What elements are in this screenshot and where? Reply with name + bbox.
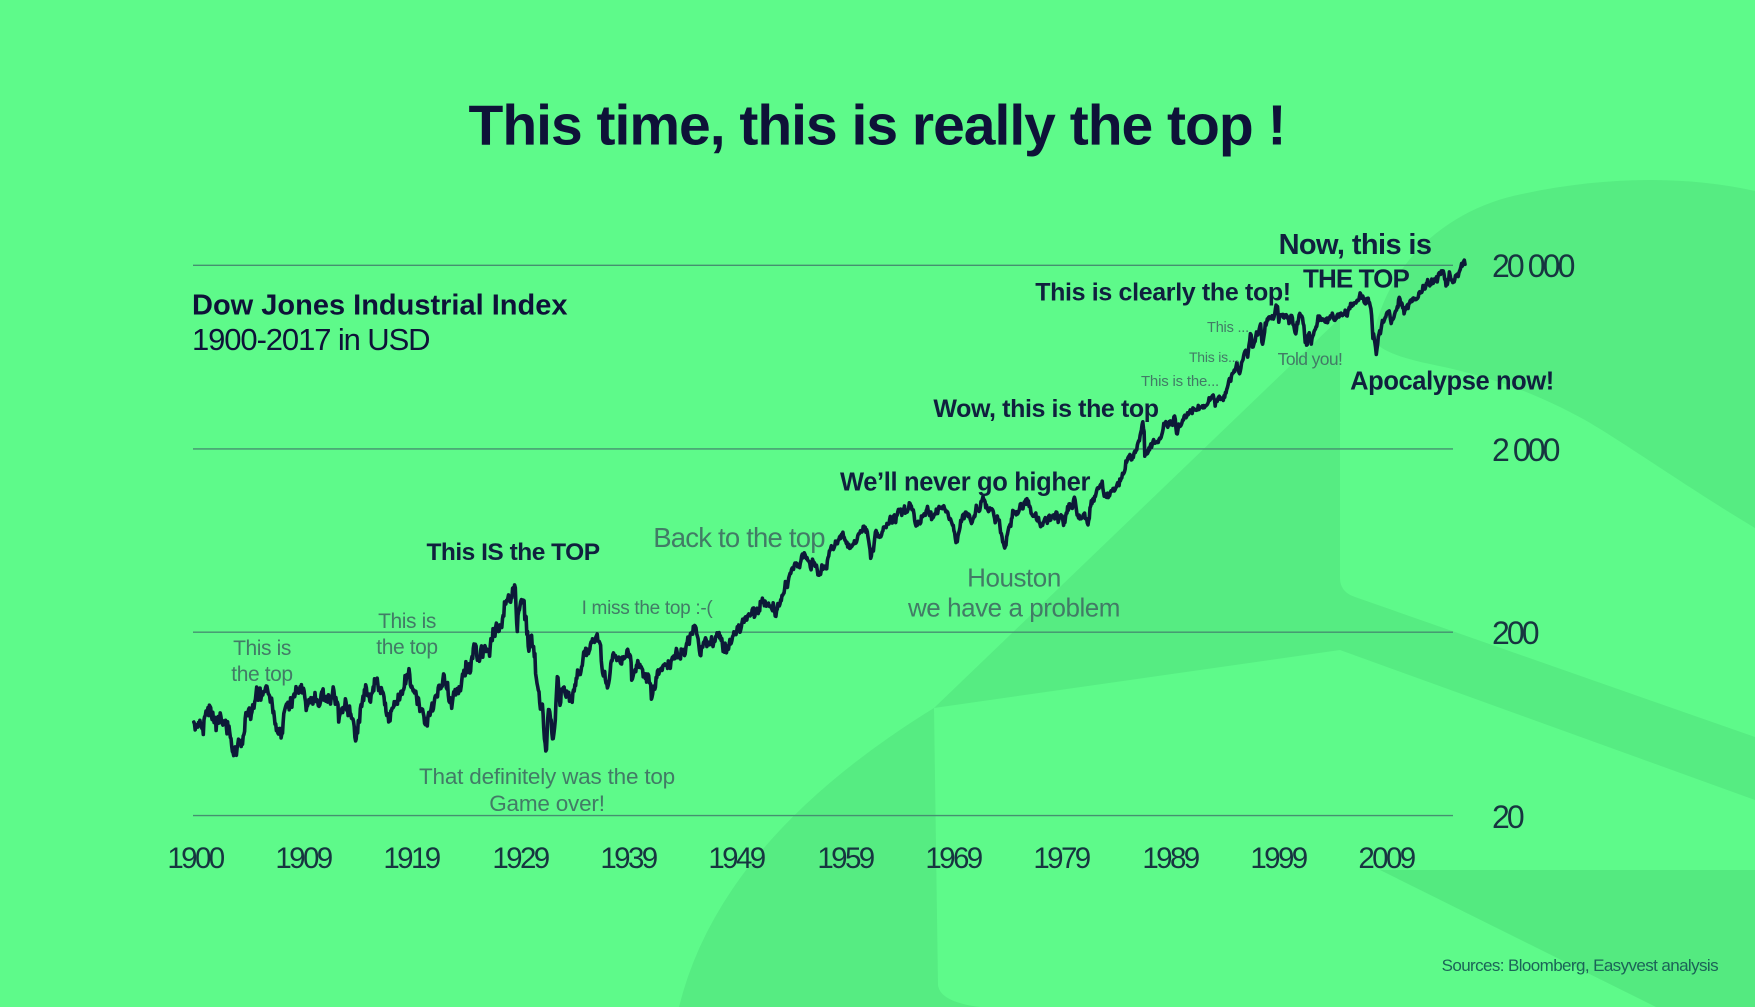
svg-text:Back to the top: Back to the top bbox=[653, 522, 825, 553]
svg-text:20: 20 bbox=[1492, 799, 1524, 835]
svg-text:200: 200 bbox=[1492, 615, 1539, 651]
svg-text:Game over!: Game over! bbox=[489, 791, 605, 816]
svg-text:1959: 1959 bbox=[817, 842, 874, 875]
svg-text:the top: the top bbox=[231, 663, 292, 686]
svg-text:1900: 1900 bbox=[167, 842, 224, 875]
svg-text:This IS the TOP: This IS the TOP bbox=[426, 539, 599, 566]
svg-text:1999: 1999 bbox=[1250, 842, 1307, 875]
svg-text:Dow Jones Industrial Index: Dow Jones Industrial Index bbox=[192, 289, 567, 321]
svg-text:1929: 1929 bbox=[492, 842, 549, 875]
svg-text:I miss the top :-(: I miss the top :-( bbox=[582, 598, 714, 619]
svg-text:20 000: 20 000 bbox=[1492, 248, 1575, 284]
svg-text:1900-2017 in USD: 1900-2017 in USD bbox=[192, 322, 429, 357]
svg-text:THE TOP: THE TOP bbox=[1303, 264, 1409, 294]
svg-text:2 000: 2 000 bbox=[1492, 432, 1560, 468]
svg-text:1939: 1939 bbox=[600, 842, 657, 875]
svg-text:This is: This is bbox=[233, 637, 291, 660]
svg-text:2009: 2009 bbox=[1358, 842, 1415, 875]
svg-text:1949: 1949 bbox=[708, 842, 765, 875]
svg-text:Wow, this is the top: Wow, this is the top bbox=[933, 395, 1158, 423]
svg-text:Apocalypse now!: Apocalypse now! bbox=[1350, 368, 1554, 396]
svg-text:1979: 1979 bbox=[1033, 842, 1090, 875]
svg-text:1989: 1989 bbox=[1142, 842, 1199, 875]
svg-text:1919: 1919 bbox=[383, 842, 440, 875]
svg-text:This is the...: This is the... bbox=[1141, 373, 1219, 390]
svg-text:This ...: This ... bbox=[1207, 320, 1249, 336]
svg-text:We’ll never go higher: We’ll never go higher bbox=[840, 469, 1090, 497]
svg-text:we have a problem: we have a problem bbox=[907, 593, 1120, 623]
svg-text:This is clearly the top!: This is clearly the top! bbox=[1035, 279, 1291, 307]
svg-text:Sources: Bloomberg, Easyvest a: Sources: Bloomberg, Easyvest analysis bbox=[1442, 956, 1718, 975]
svg-text:1909: 1909 bbox=[275, 842, 332, 875]
svg-text:the top: the top bbox=[376, 636, 437, 659]
svg-text:Now, this is: Now, this is bbox=[1279, 229, 1432, 261]
svg-text:This is: This is bbox=[378, 610, 436, 633]
svg-text:This is...: This is... bbox=[1189, 349, 1239, 365]
svg-text:1969: 1969 bbox=[925, 842, 982, 875]
svg-text:Told you!: Told you! bbox=[1278, 349, 1343, 369]
svg-text:Houston: Houston bbox=[967, 563, 1061, 593]
svg-text:That definitely was the top: That definitely was the top bbox=[419, 764, 675, 789]
svg-text:This time, this is really the: This time, this is really the top ! bbox=[469, 94, 1286, 158]
